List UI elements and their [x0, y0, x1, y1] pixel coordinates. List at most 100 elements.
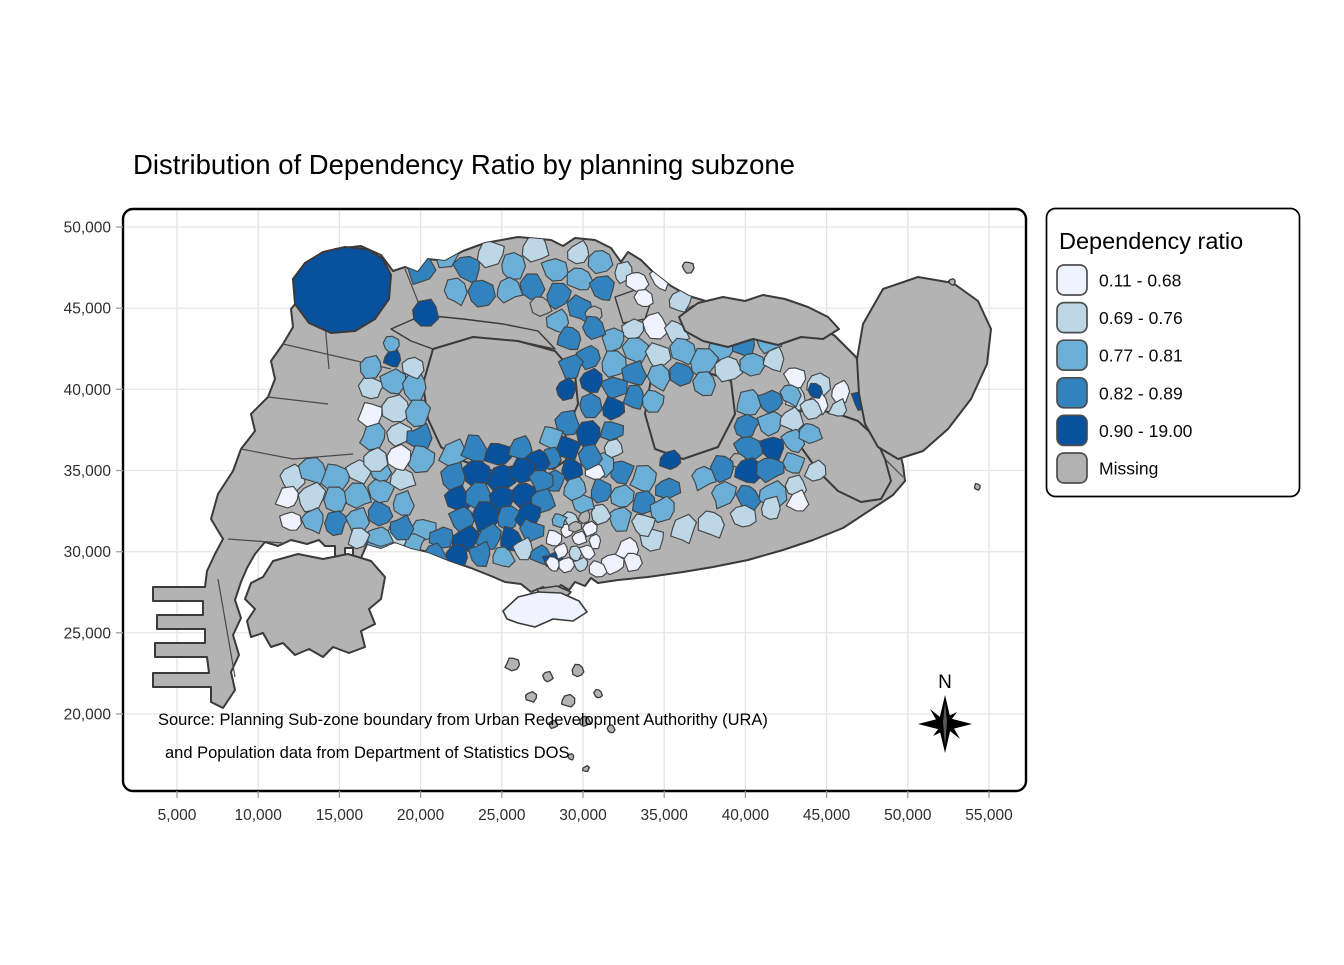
- subzone: [692, 371, 717, 397]
- subzone-boundary: [267, 396, 329, 405]
- legend-label-class-5: 0.90 - 19.00: [1099, 421, 1193, 441]
- subzone: [578, 509, 591, 525]
- subzone: [587, 250, 614, 275]
- subzone: [382, 335, 400, 353]
- legend-item: 0.77 - 0.81: [1056, 339, 1183, 372]
- islet: [567, 753, 575, 761]
- x-tick-label: 5,000: [158, 807, 197, 824]
- subzone: [571, 530, 588, 546]
- subzone: [785, 489, 810, 512]
- subzone: [711, 480, 738, 510]
- subzone: [540, 258, 569, 282]
- subzone: [501, 252, 527, 281]
- island-jurong-island: [244, 553, 386, 658]
- subzone: [601, 350, 628, 378]
- subzone: [401, 356, 425, 380]
- y-tick-label: 45,000: [64, 301, 112, 318]
- legend-item: 0.69 - 0.76: [1056, 301, 1183, 334]
- north-arrow: N: [918, 672, 972, 753]
- subzone: [567, 239, 590, 265]
- islet: [606, 724, 616, 734]
- islet: [541, 670, 554, 683]
- subzone: [631, 513, 656, 538]
- subzone: [654, 477, 682, 500]
- islet: [524, 691, 538, 703]
- x-axis: 5,000 10,000 15,000 20,000 25,000 30,000 35,00…: [158, 791, 1013, 824]
- y-tick-label: 25,000: [64, 625, 112, 642]
- plot-panel: Source: Planning Sub-zone boundary from …: [121, 207, 1028, 793]
- legend-label-class-3: 0.77 - 0.81: [1099, 346, 1183, 366]
- subzone: [762, 346, 785, 373]
- legend-title: Dependency ratio: [1059, 228, 1243, 254]
- subzone: [566, 267, 594, 291]
- x-tick-label: 30,000: [559, 807, 607, 824]
- subzone: [798, 423, 823, 445]
- x-tick-label: 50,000: [884, 807, 932, 824]
- subzone: [529, 296, 553, 317]
- subzone: [600, 421, 625, 441]
- islet: [681, 261, 695, 274]
- x-tick-label: 55,000: [965, 807, 1013, 824]
- subzone: [760, 495, 781, 520]
- subzone: [588, 560, 608, 578]
- x-tick-label: 40,000: [722, 807, 770, 824]
- islet: [973, 483, 981, 491]
- subzone: [443, 277, 468, 307]
- subzone: [582, 315, 607, 340]
- compass-star-icon: [918, 695, 972, 753]
- subzone: [492, 546, 516, 568]
- subzone: [600, 553, 625, 576]
- subzone: [323, 486, 348, 513]
- subzone: [669, 337, 697, 366]
- island-pulau-tekong: [856, 276, 992, 460]
- legend-item: Missing: [1056, 452, 1158, 484]
- subzone: [405, 399, 432, 428]
- subzone: [633, 288, 654, 307]
- region-lim-chu-kang: [292, 246, 392, 334]
- subzone: [601, 327, 625, 354]
- subzone: [519, 518, 545, 544]
- subzone-boundary: [217, 578, 236, 678]
- subzone: [476, 239, 505, 269]
- subzone: [799, 398, 823, 420]
- north-arrow-label: N: [938, 672, 952, 693]
- subzone: [545, 529, 563, 547]
- subzone: [590, 477, 613, 504]
- subzone: [803, 459, 827, 482]
- subzone: [729, 504, 757, 528]
- singapore-map: [152, 236, 992, 773]
- subzone: [512, 536, 534, 561]
- subzone: [578, 544, 596, 560]
- source-note-line1: Source: Planning Sub-zone boundary from …: [158, 711, 768, 729]
- subzone: [359, 354, 382, 380]
- subzone: [709, 455, 734, 484]
- subzone: [623, 552, 643, 572]
- subzone-boundary: [227, 538, 284, 544]
- x-tick-label: 20,000: [397, 807, 445, 824]
- legend-swatch-class-4: [1056, 376, 1088, 409]
- subzone: [579, 392, 603, 419]
- subzone: [367, 526, 395, 548]
- subzone: [367, 499, 394, 527]
- subzone: [347, 527, 371, 550]
- y-axis: 50,000 45,000 40,000 35,000 30,000 25,000 20,0…: [64, 220, 123, 724]
- subzone: [649, 495, 675, 524]
- subzone: [697, 510, 725, 539]
- legend: Dependency ratio 0.11 - 0.68 0.69 - 0.76…: [1045, 207, 1301, 498]
- subzone: [572, 556, 589, 573]
- subzone: [582, 520, 598, 538]
- subzone: [756, 457, 785, 484]
- subzone: [807, 382, 823, 399]
- islet: [548, 719, 559, 730]
- legend-label-class-4: 0.82 - 0.89: [1099, 383, 1183, 403]
- subzone: [555, 377, 577, 401]
- x-tick-label: 10,000: [234, 807, 282, 824]
- x-tick-label: 45,000: [803, 807, 851, 824]
- legend-label-class-2: 0.69 - 0.76: [1099, 308, 1183, 328]
- region-central-catchment: [422, 336, 579, 472]
- islet: [948, 278, 956, 286]
- subzone: [557, 353, 584, 381]
- y-tick-label: 30,000: [64, 544, 112, 561]
- subzone: [467, 540, 491, 568]
